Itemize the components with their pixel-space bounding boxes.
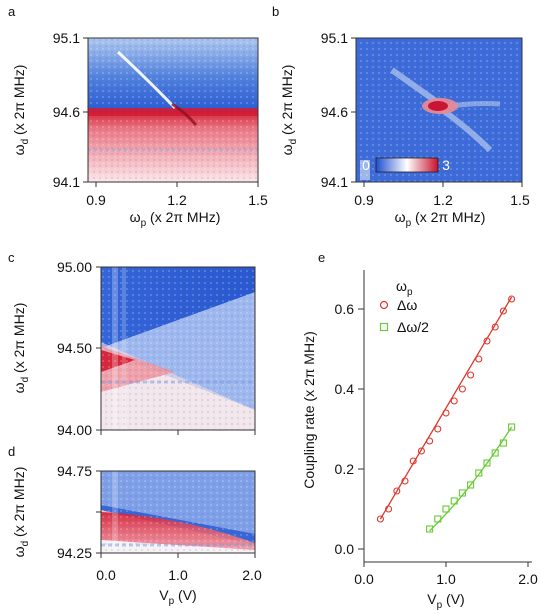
e-point-series1 [434,425,442,433]
e-legend-label-2: Δω/2 [397,319,429,335]
e-point-series1 [458,385,466,393]
e-point-series2 [499,439,507,447]
e-point-series1 [409,457,417,465]
a-xlabel: ωp (x 2π MHz) [130,209,221,229]
e-point-series1 [450,397,458,405]
e-ytick-0: 0.0 [335,541,355,557]
a-ytick-mid: 94.6 [53,104,80,120]
d-ylabel: ωd (x 2π MHz) [11,467,31,558]
e-xtick-1: 0.0 [354,571,374,587]
e-point-series2 [483,459,491,467]
panel-c-heatmap [101,267,255,430]
b-xtick-1: 0.9 [354,192,374,208]
e-ytick-1: 0.2 [335,461,355,477]
e-point-series2 [508,423,516,431]
e-xlabel: Vp (V) [427,591,464,611]
e-point-series2 [491,449,499,457]
panel-a-heatmap [88,38,258,182]
panel-c-axes [96,266,256,435]
d-xlabel: Vp (V) [159,587,196,607]
e-point-series2 [458,489,466,497]
colorbar-min-label: 0 [362,157,370,173]
colorbar: 0 3 [362,157,450,173]
a-xtick-3: 1.5 [248,192,268,208]
e-ytick-2: 0.4 [335,381,355,397]
e-point-series1 [385,505,393,513]
b-ytick-mid: 94.6 [321,104,348,120]
e-ylabel: Coupling rate (x 2π MHz) [301,331,317,489]
e-legend: ωp Δω Δω/2 [379,278,429,335]
panel-a-frame [87,37,259,183]
e-ytick-3: 0.6 [335,301,355,317]
a-xtick-2: 1.2 [167,192,187,208]
c-ytick-top: 95.00 [57,259,92,275]
e-point-series1 [401,477,409,485]
e-point-series1 [491,323,499,331]
e-point-series1 [376,515,384,523]
e-point-series2 [475,469,483,477]
d-ytick-top: 94.75 [57,463,92,479]
b-ytick-top: 95.1 [321,30,348,46]
a-ylabel: ωd (x 2π MHz) [11,65,31,156]
e-point-series1 [508,295,516,303]
d-xtick-2: 1.0 [168,567,188,583]
panel-label-d: d [8,444,15,459]
b-ylabel: ωd (x 2π MHz) [279,65,299,156]
panel-d-axes [96,470,256,558]
d-ytick-bottom: 94.25 [57,545,92,561]
b-ytick-bottom: 94.1 [321,174,348,190]
b-xlabel: ωp (x 2π MHz) [395,209,486,229]
e-point-series2 [426,525,434,533]
e-point-series1 [483,337,491,345]
panel-label-b: b [272,4,279,19]
d-xtick-1: 0.0 [96,567,116,583]
panel-label-e: e [318,250,325,265]
e-point-series1 [393,487,401,495]
panel-b-frame [355,37,523,183]
e-legend-marker-circle [379,300,389,310]
e-point-series1 [499,307,507,315]
panel-label-c: c [8,250,15,265]
e-point-series2 [467,481,475,489]
e-xtick-3: 2.0 [518,571,538,587]
a-ytick-top: 95.1 [53,30,80,46]
e-fit-line-2 [429,426,513,532]
e-legend-label-1: Δω [397,297,417,313]
panel-label-a: a [8,4,16,19]
e-legend-title: ωp [396,278,413,298]
e-point-series2 [434,515,442,523]
b-xtick-2: 1.2 [433,192,453,208]
c-ytick-bottom: 94.00 [57,422,92,438]
a-ytick-bottom: 94.1 [53,174,80,190]
a-xtick-1: 0.9 [86,192,106,208]
e-point-series1 [417,447,425,455]
e-point-series1 [475,355,483,363]
colorbar-max-label: 3 [442,157,450,173]
panel-e-axes [358,270,532,567]
e-plot-area [376,295,516,533]
b-xtick-3: 1.5 [510,192,530,208]
e-xtick-2: 1.0 [436,571,456,587]
panel-b-axes [351,37,523,187]
e-point-series1 [467,371,475,379]
e-point-series2 [450,497,458,505]
c-ytick-mid: 94.50 [57,340,92,356]
panel-d-heatmap [101,471,255,553]
e-point-series2 [442,505,450,513]
c-ylabel: ωd (x 2π MHz) [11,303,31,394]
panel-a-axes [83,37,259,187]
e-legend-marker-square [379,322,389,332]
e-point-series1 [442,409,450,417]
e-point-series1 [426,437,434,445]
d-xtick-3: 2.0 [242,567,262,583]
